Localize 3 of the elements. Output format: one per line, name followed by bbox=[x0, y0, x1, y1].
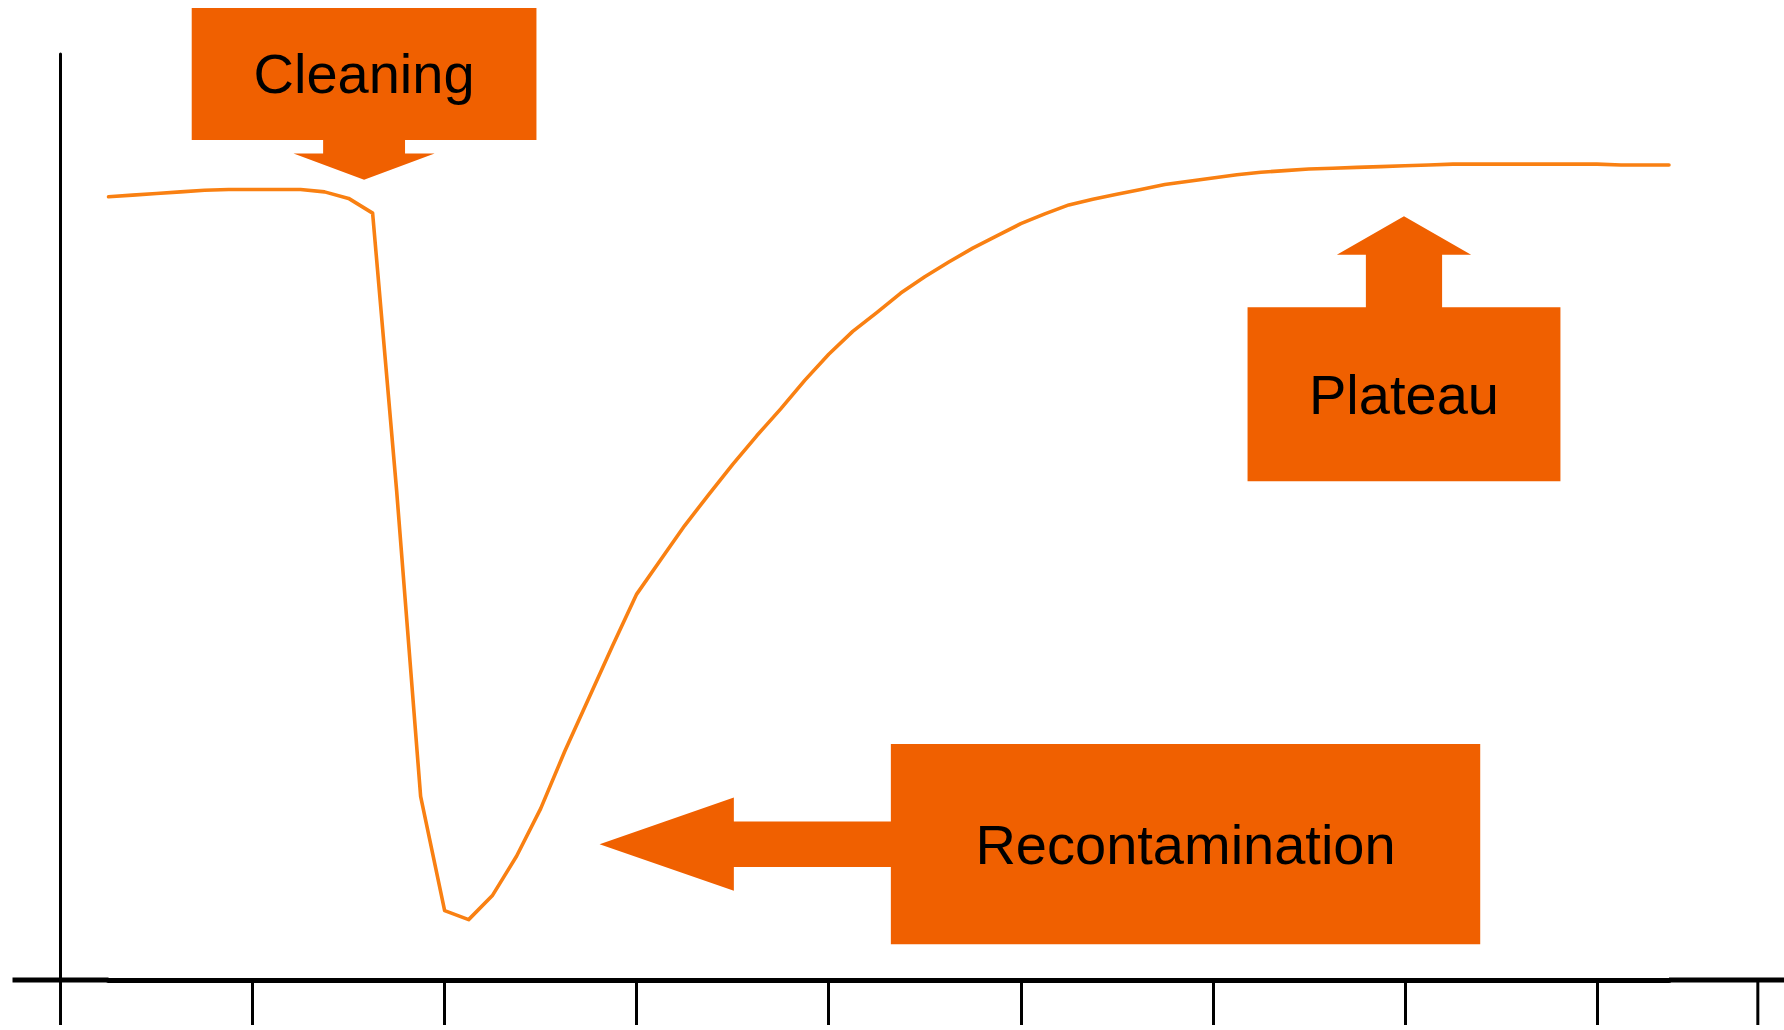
annotation: Plateau bbox=[1309, 362, 1499, 426]
text: Cleaning bbox=[253, 42, 475, 106]
annotation: Recontamination bbox=[975, 812, 1396, 876]
